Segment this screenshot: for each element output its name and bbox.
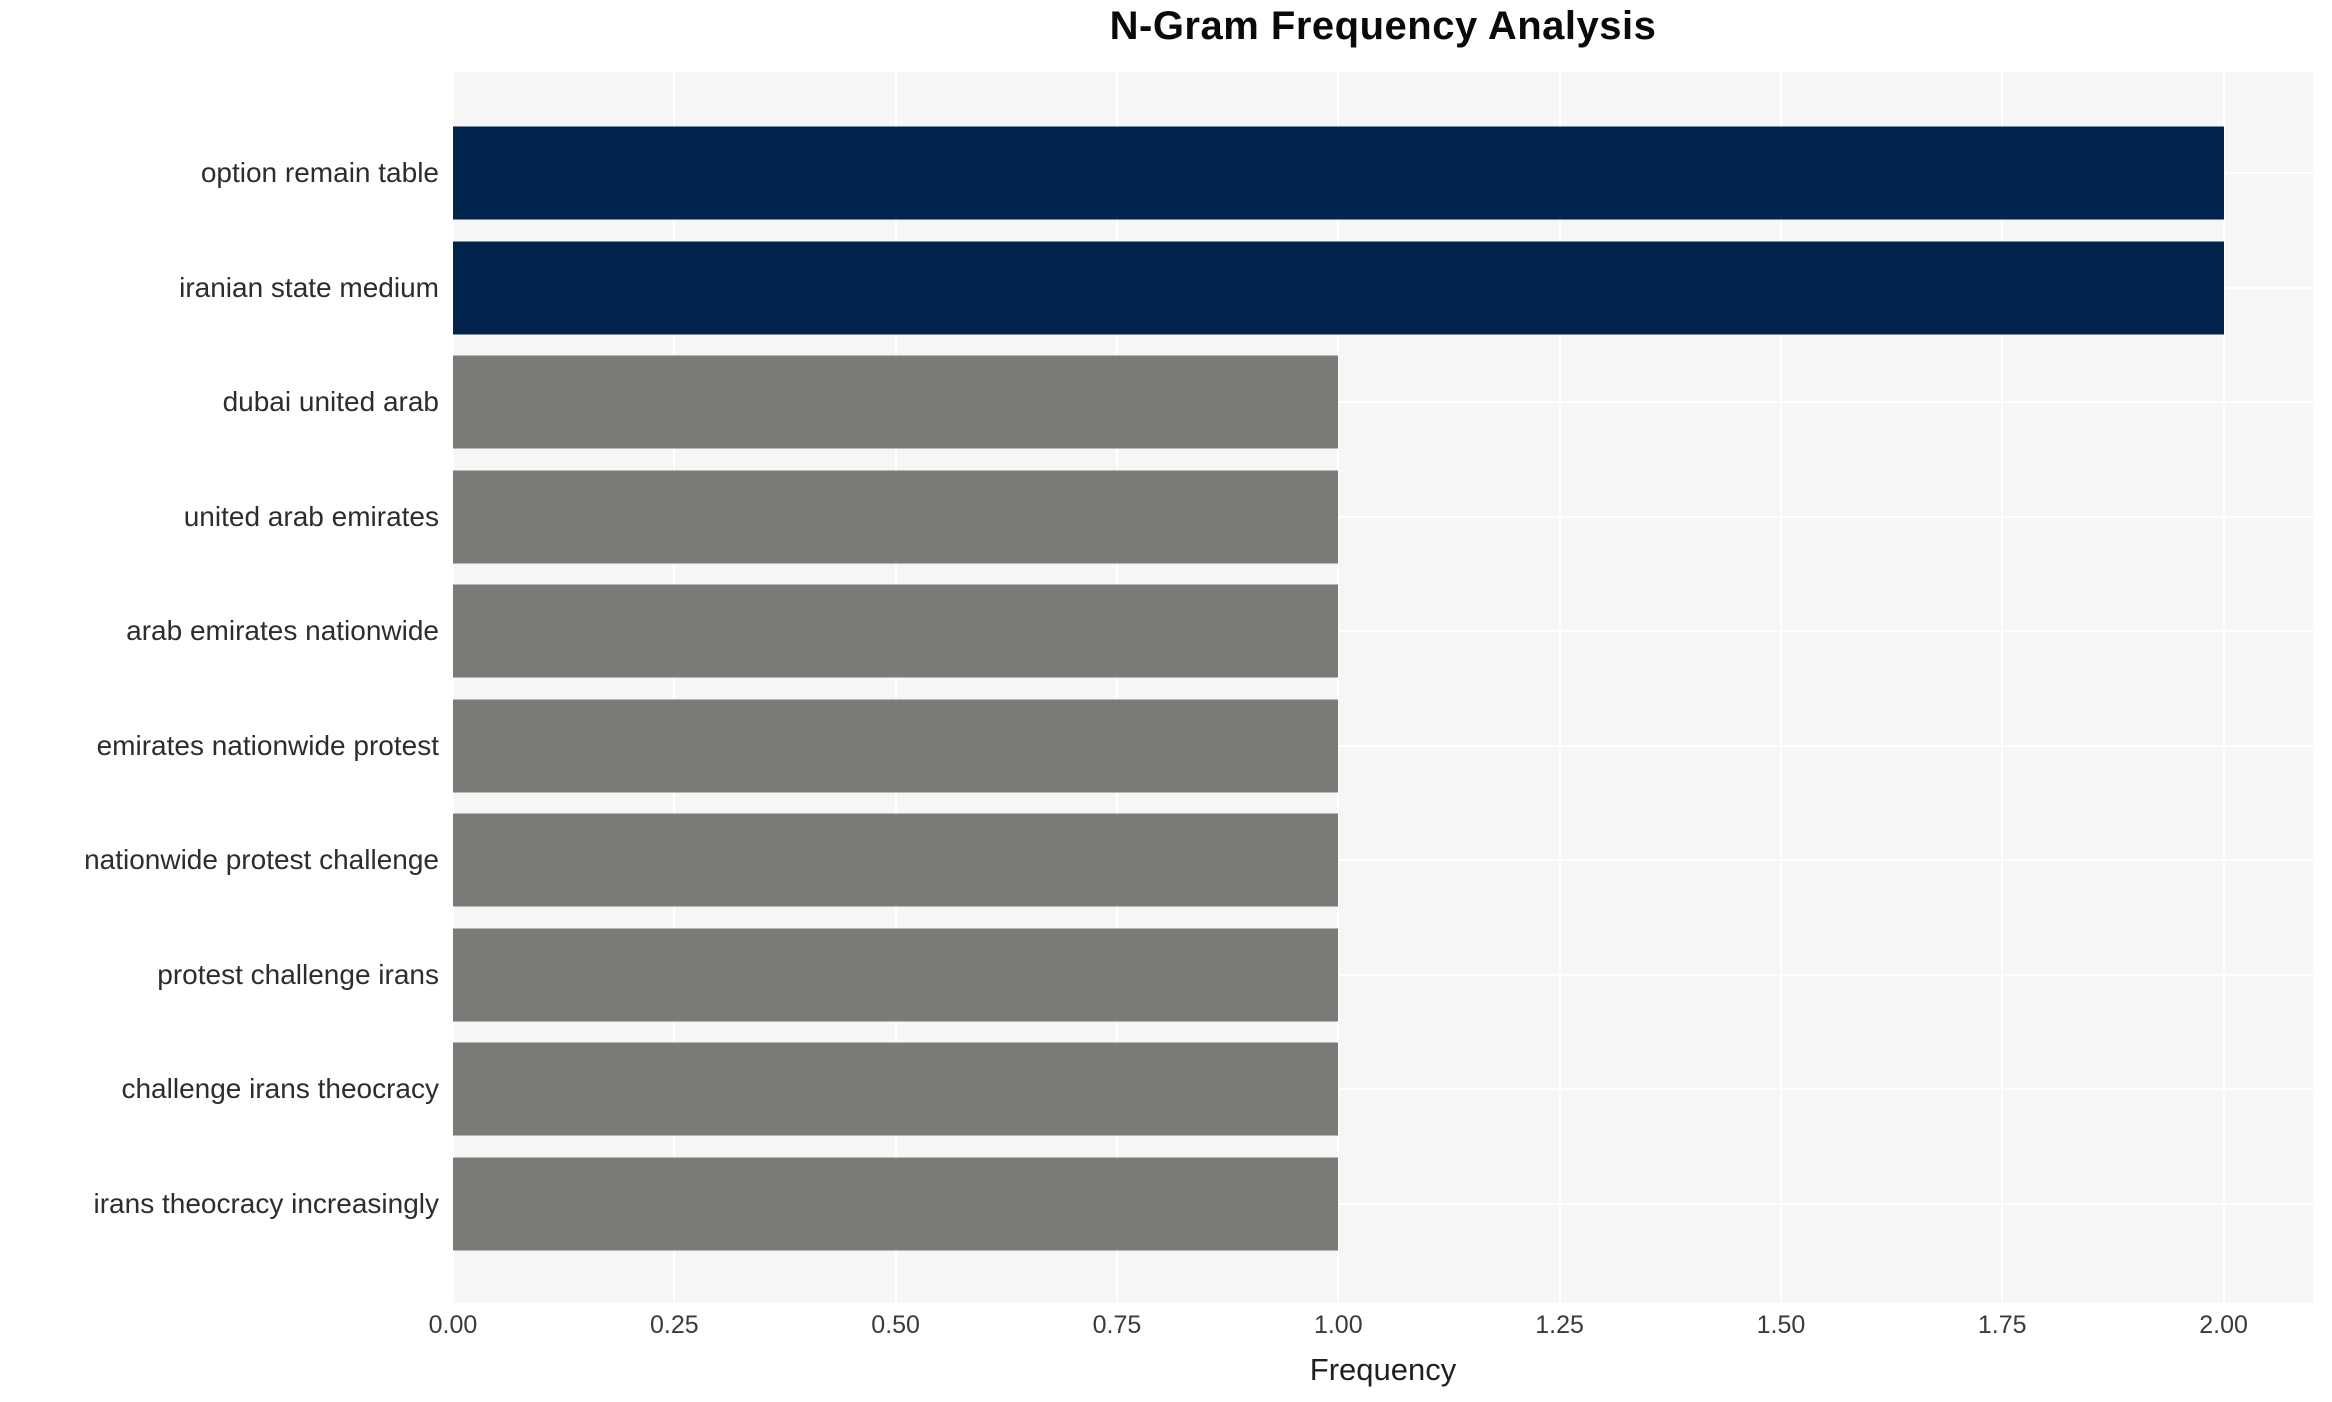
category-label: challenge irans theocracy <box>121 1073 439 1105</box>
gridline-vertical <box>2001 72 2004 1303</box>
gridline-vertical <box>1558 72 1561 1303</box>
gridline-horizontal <box>453 1088 2313 1091</box>
x-tick-label: 0.25 <box>649 1311 699 1339</box>
category-label: irans theocracy increasingly <box>93 1187 440 1219</box>
bar <box>453 126 2224 220</box>
bar-row: arab emirates nationwide <box>126 574 2313 689</box>
gridline-vertical <box>894 72 897 1303</box>
category-label: dubai united arab <box>222 386 439 418</box>
gridline-vertical <box>452 72 454 1303</box>
x-tick-label: 2.00 <box>2199 1311 2248 1339</box>
gridline-vertical <box>673 72 676 1303</box>
category-label: nationwide protest challenge <box>84 844 439 876</box>
category-label: iranian state medium <box>179 271 439 303</box>
category-label: emirates nationwide protest <box>96 729 439 761</box>
x-tick-label: 1.50 <box>1756 1311 1806 1339</box>
bar-row: united arab emirates <box>184 460 2313 575</box>
bar-row: emirates nationwide protest <box>97 689 2313 804</box>
x-tick-label: 0.50 <box>871 1311 920 1339</box>
gridline-horizontal <box>453 1202 2313 1205</box>
bar-row: challenge irans theocracy <box>121 1032 2313 1147</box>
bar <box>453 470 1339 564</box>
gridline-vertical <box>1115 72 1118 1303</box>
x-axis-title: Frequency <box>1309 1352 1457 1387</box>
bar-row: irans theocracy increasingly <box>94 1147 2313 1262</box>
bar <box>453 355 1339 449</box>
bar <box>453 813 1339 907</box>
category-label: protest challenge irans <box>157 958 439 990</box>
chart-title: N-Gram Frequency Analysis <box>1109 4 1657 48</box>
gridline-horizontal <box>453 859 2313 862</box>
bar <box>453 241 2224 335</box>
bar <box>453 1042 1339 1136</box>
bar <box>453 1157 1339 1251</box>
bar-row: option remain table <box>201 116 2313 231</box>
gridline-vertical <box>1337 72 1340 1303</box>
category-label: option remain table <box>200 157 439 189</box>
gridline-horizontal <box>453 630 2313 633</box>
gridline-horizontal <box>453 401 2313 404</box>
bar-row: nationwide protest challenge <box>84 803 2313 918</box>
x-tick-label: 0.00 <box>428 1311 478 1339</box>
bar-rows: option remain table iranian state medium d… <box>84 116 2313 1262</box>
category-label: arab emirates nationwide <box>126 615 439 647</box>
bar-row: protest challenge irans <box>157 918 2313 1033</box>
bar-row: iranian state medium <box>179 231 2313 346</box>
bar <box>453 699 1339 793</box>
category-label: united arab emirates <box>183 500 439 532</box>
bar-row: dubai united arab <box>223 345 2313 460</box>
x-tick-label: 1.00 <box>1313 1311 1363 1339</box>
bar <box>453 584 1339 678</box>
bar <box>453 928 1339 1022</box>
gridline-vertical <box>2222 72 2225 1303</box>
x-axis: 0.00 0.25 0.50 0.75 1.00 1.25 1.50 1.75 2.00 <box>429 1303 2313 1353</box>
gridline-horizontal <box>453 973 2313 976</box>
x-tick-label: 1.25 <box>1535 1311 1584 1339</box>
x-tick-label: 1.75 <box>1977 1311 2027 1339</box>
x-tick-label: 0.75 <box>1092 1311 1142 1339</box>
gridline-vertical <box>1779 72 1782 1303</box>
gridline-horizontal <box>453 744 2313 747</box>
plot-area: option remain table iranian state medium d… <box>84 72 2313 1303</box>
gridline-horizontal <box>453 515 2313 518</box>
